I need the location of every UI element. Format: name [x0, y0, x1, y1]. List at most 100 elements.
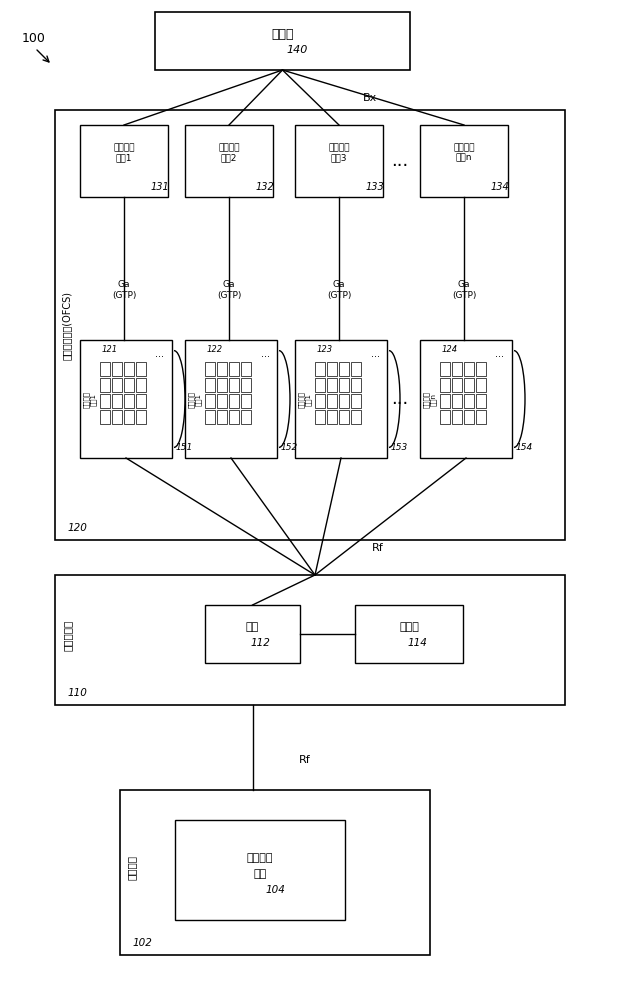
FancyBboxPatch shape	[355, 605, 463, 663]
Text: 133: 133	[366, 182, 384, 192]
Text: 121: 121	[102, 346, 118, 355]
Text: ...: ...	[260, 349, 270, 359]
FancyBboxPatch shape	[55, 575, 565, 705]
Text: Ga
(GTP): Ga (GTP)	[327, 280, 351, 300]
Text: ...: ...	[370, 349, 379, 359]
Text: 网络元件: 网络元件	[127, 855, 137, 880]
FancyBboxPatch shape	[315, 410, 325, 424]
FancyBboxPatch shape	[205, 378, 215, 392]
Text: 134: 134	[491, 182, 510, 192]
FancyBboxPatch shape	[55, 110, 565, 540]
FancyBboxPatch shape	[205, 394, 215, 408]
FancyBboxPatch shape	[136, 394, 146, 408]
FancyBboxPatch shape	[440, 362, 450, 376]
FancyBboxPatch shape	[205, 605, 300, 663]
FancyBboxPatch shape	[351, 410, 361, 424]
FancyBboxPatch shape	[217, 394, 227, 408]
FancyBboxPatch shape	[295, 340, 387, 458]
FancyBboxPatch shape	[476, 362, 486, 376]
FancyBboxPatch shape	[241, 378, 251, 392]
FancyBboxPatch shape	[100, 378, 110, 392]
Text: 154: 154	[515, 444, 532, 452]
Text: 120: 120	[67, 523, 87, 533]
Text: 102: 102	[132, 938, 152, 948]
FancyBboxPatch shape	[315, 362, 325, 376]
FancyBboxPatch shape	[327, 394, 337, 408]
FancyBboxPatch shape	[440, 378, 450, 392]
Text: 计费数据
功能1: 计费数据 功能1	[298, 390, 312, 408]
FancyBboxPatch shape	[464, 394, 474, 408]
Text: 100: 100	[22, 31, 46, 44]
Text: 151: 151	[175, 444, 193, 452]
FancyBboxPatch shape	[315, 378, 325, 392]
FancyBboxPatch shape	[229, 378, 239, 392]
FancyBboxPatch shape	[241, 410, 251, 424]
Text: 计费数据
功能1: 计费数据 功能1	[83, 390, 97, 408]
FancyBboxPatch shape	[136, 410, 146, 424]
FancyBboxPatch shape	[440, 410, 450, 424]
FancyBboxPatch shape	[217, 410, 227, 424]
FancyBboxPatch shape	[476, 394, 486, 408]
FancyBboxPatch shape	[241, 394, 251, 408]
FancyBboxPatch shape	[100, 410, 110, 424]
FancyBboxPatch shape	[339, 362, 349, 376]
FancyBboxPatch shape	[452, 410, 462, 424]
FancyBboxPatch shape	[124, 362, 134, 376]
Text: 处理器: 处理器	[399, 622, 419, 632]
Text: Ga
(GTP): Ga (GTP)	[452, 280, 476, 300]
FancyBboxPatch shape	[339, 394, 349, 408]
FancyBboxPatch shape	[420, 125, 508, 197]
Text: 124: 124	[442, 346, 458, 355]
Text: 计费网关
功能3: 计费网关 功能3	[328, 143, 350, 163]
Text: 计费数据
功能n: 计费数据 功能n	[423, 390, 437, 408]
FancyBboxPatch shape	[295, 125, 383, 197]
FancyBboxPatch shape	[217, 378, 227, 392]
FancyBboxPatch shape	[185, 340, 277, 458]
Text: Rf: Rf	[372, 543, 384, 553]
FancyBboxPatch shape	[351, 362, 361, 376]
Text: 153: 153	[391, 444, 408, 452]
Text: 122: 122	[207, 346, 223, 355]
FancyBboxPatch shape	[464, 410, 474, 424]
FancyBboxPatch shape	[452, 362, 462, 376]
Text: 152: 152	[280, 444, 297, 452]
Text: 110: 110	[67, 688, 87, 698]
FancyBboxPatch shape	[136, 362, 146, 376]
Text: 分配器单元: 分配器单元	[63, 619, 73, 651]
FancyBboxPatch shape	[339, 378, 349, 392]
Text: 131: 131	[151, 182, 170, 192]
FancyBboxPatch shape	[327, 378, 337, 392]
Text: 112: 112	[251, 638, 270, 648]
Text: 132: 132	[255, 182, 275, 192]
Text: 离线计费系统(OFCS): 离线计费系统(OFCS)	[62, 290, 72, 360]
FancyBboxPatch shape	[124, 410, 134, 424]
FancyBboxPatch shape	[440, 394, 450, 408]
Text: ...: ...	[155, 349, 165, 359]
Text: Bx: Bx	[363, 93, 377, 103]
FancyBboxPatch shape	[339, 410, 349, 424]
Text: 计算网关
功能n: 计算网关 功能n	[453, 143, 474, 163]
Text: ...: ...	[495, 349, 505, 359]
FancyBboxPatch shape	[136, 378, 146, 392]
FancyBboxPatch shape	[315, 394, 325, 408]
FancyBboxPatch shape	[452, 378, 462, 392]
Text: Rf: Rf	[299, 755, 311, 765]
FancyBboxPatch shape	[112, 378, 122, 392]
FancyBboxPatch shape	[120, 790, 430, 955]
FancyBboxPatch shape	[229, 410, 239, 424]
FancyBboxPatch shape	[124, 378, 134, 392]
Text: 123: 123	[317, 346, 333, 355]
FancyBboxPatch shape	[420, 340, 512, 458]
Text: 计费网关
功能2: 计费网关 功能2	[218, 143, 240, 163]
FancyBboxPatch shape	[205, 362, 215, 376]
FancyBboxPatch shape	[80, 125, 168, 197]
Text: 114: 114	[407, 638, 427, 648]
FancyBboxPatch shape	[229, 362, 239, 376]
FancyBboxPatch shape	[464, 378, 474, 392]
Text: 功能: 功能	[254, 869, 267, 879]
FancyBboxPatch shape	[327, 362, 337, 376]
FancyBboxPatch shape	[241, 362, 251, 376]
Text: Ga
(GTP): Ga (GTP)	[217, 280, 241, 300]
FancyBboxPatch shape	[205, 410, 215, 424]
FancyBboxPatch shape	[112, 394, 122, 408]
